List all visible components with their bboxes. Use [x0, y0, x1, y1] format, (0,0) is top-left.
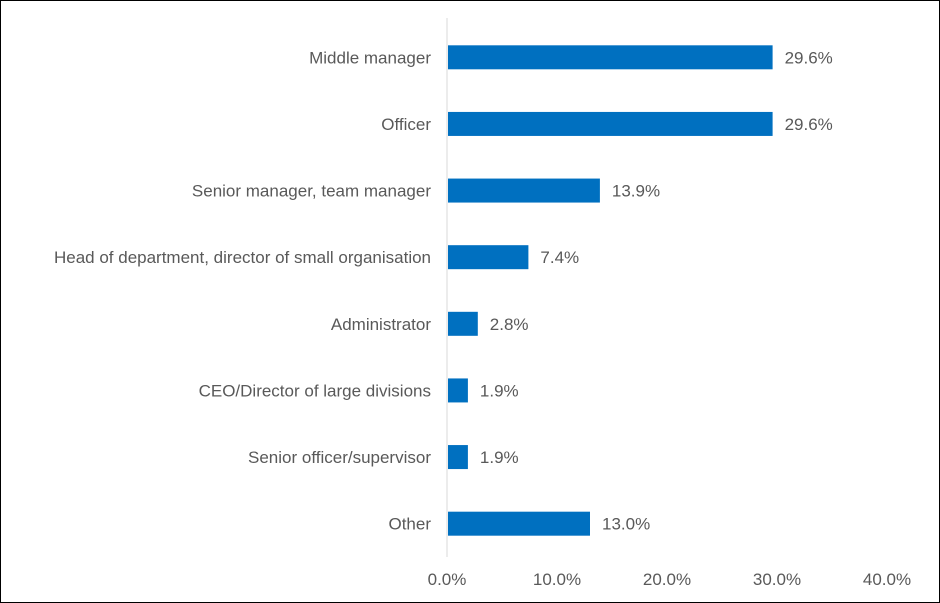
category-label: Other	[388, 515, 431, 534]
category-label: CEO/Director of large divisions	[199, 381, 431, 400]
x-tick-label: 10.0%	[533, 570, 581, 589]
value-label: 7.4%	[540, 248, 579, 267]
category-label: Senior officer/supervisor	[248, 448, 431, 467]
bar-4	[448, 311, 478, 336]
bar-3	[448, 245, 529, 270]
category-label: Middle manager	[309, 48, 431, 67]
bar-2	[448, 178, 600, 203]
x-tick-label: 30.0%	[753, 570, 801, 589]
value-label: 1.9%	[480, 448, 519, 467]
bar-5	[448, 378, 468, 403]
value-label: 29.6%	[785, 48, 833, 67]
category-label: Officer	[381, 115, 431, 134]
x-tick-label: 40.0%	[863, 570, 911, 589]
category-label: Head of department, director of small or…	[54, 248, 431, 267]
value-label: 13.9%	[612, 182, 660, 201]
value-label: 29.6%	[785, 115, 833, 134]
bar-7	[448, 511, 590, 536]
value-label: 13.0%	[602, 515, 650, 534]
bar-1	[448, 111, 773, 136]
category-label: Senior manager, team manager	[192, 182, 431, 201]
bar-0	[448, 45, 773, 70]
x-tick-label: 0.0%	[428, 570, 467, 589]
x-tick-label: 20.0%	[643, 570, 691, 589]
bar-6	[448, 445, 468, 470]
value-label: 1.9%	[480, 381, 519, 400]
category-label: Administrator	[331, 315, 431, 334]
value-label: 2.8%	[490, 315, 529, 334]
